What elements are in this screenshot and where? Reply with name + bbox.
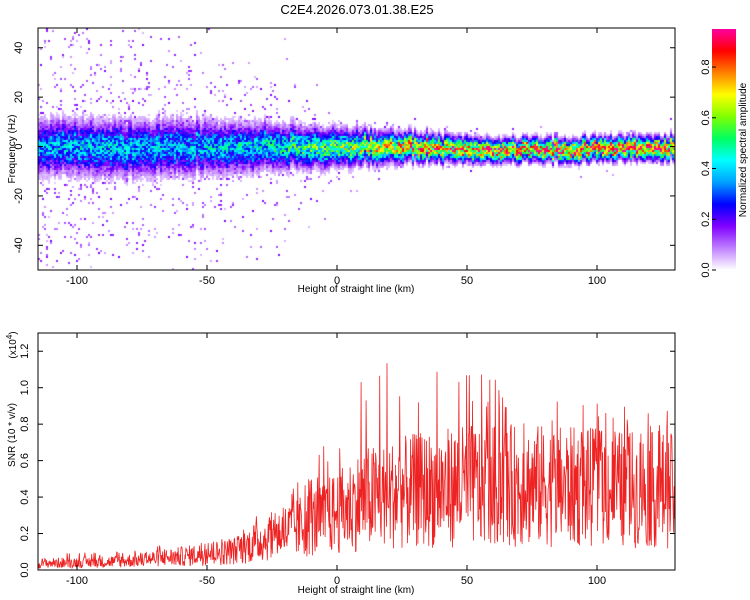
spectrogram-x-tick-label: -100	[66, 275, 88, 287]
spectrogram-heatmap	[38, 28, 675, 270]
spectrogram-ylabel: Frequency (Hz)	[7, 115, 18, 184]
snr-y-tick-label: 0.8	[19, 417, 31, 432]
snr-x-tick-label: 100	[588, 575, 606, 587]
figure-title: C2E4.2026.073.01.38.E25	[280, 2, 433, 17]
colorbar-tick-label: 0.2	[700, 212, 712, 227]
colorbar-label: Normalized spectral amplitude	[738, 82, 749, 217]
snr-x-tick-label: -100	[66, 575, 88, 587]
spectrogram-y-tick-label: -20	[13, 188, 25, 204]
colorbar: 0.0 0.2 0.4 0.6 0.8 Normalized spectral ampl…	[700, 29, 749, 278]
spectrogram-x-tick-label: 0	[334, 275, 340, 287]
colorbar-tick-label: 0.4	[700, 161, 712, 176]
snr-x-tick-label: 0	[334, 575, 340, 587]
spectrogram-panel: -100 -50 0 50 100 -40 -20 0 20 40 Height of strai…	[7, 27, 676, 295]
colorbar-tick-label: 0.0	[700, 262, 712, 277]
snr-y-tick-label: 0.6	[19, 453, 31, 468]
spectrogram-x-tick-label: 100	[588, 275, 606, 287]
snr-ticks: -100 -50 0 50 100 0.0 0.2 0.4 0.6 0.8 1.0 1.2	[19, 333, 675, 587]
spectrogram-x-tick-label: -50	[199, 275, 215, 287]
snr-xlabel: Height of straight line (km)	[298, 585, 415, 596]
snr-y-tick-label: 0.0	[19, 562, 31, 577]
spectrogram-y-tick-label: 20	[13, 91, 25, 103]
colorbar-ticks: 0.0 0.2 0.4 0.6 0.8	[700, 59, 716, 278]
spectrogram-xlabel: Height of straight line (km)	[298, 284, 415, 295]
snr-multiplier: (x104)	[5, 331, 19, 358]
colorbar-gradient	[712, 29, 736, 270]
snr-series-line	[37, 363, 676, 570]
snr-panel: -100 -50 0 50 100 0.0 0.2 0.4 0.6 0.8 1.0 1.2 Heigh…	[5, 331, 676, 596]
spectrogram-x-tick-label: 50	[461, 275, 473, 287]
snr-x-tick-label: 50	[461, 575, 473, 587]
spectrogram-y-tick-label: -40	[13, 237, 25, 253]
spectrogram-y-tick-label: 0	[13, 143, 25, 149]
spectrogram-frame	[37, 27, 676, 271]
colorbar-tick-label: 0.8	[700, 59, 712, 74]
snr-y-tick-label: 1.2	[19, 344, 31, 359]
snr-y-tick-label: 0.4	[19, 489, 31, 504]
colorbar-tick-label: 0.6	[700, 110, 712, 125]
snr-y-tick-label: 1.0	[19, 380, 31, 395]
snr-ylabel: SNR (10 * v/v)	[7, 403, 18, 467]
snr-x-tick-label: -50	[199, 575, 215, 587]
snr-y-tick-label: 0.2	[19, 526, 31, 541]
spectrogram-heatmap-image	[38, 28, 675, 270]
snr-frame	[37, 332, 676, 571]
spectrogram-ticks: -100 -50 0 50 100 -40 -20 0 20 40	[13, 28, 675, 287]
spectrogram-y-tick-label: 40	[13, 42, 25, 54]
